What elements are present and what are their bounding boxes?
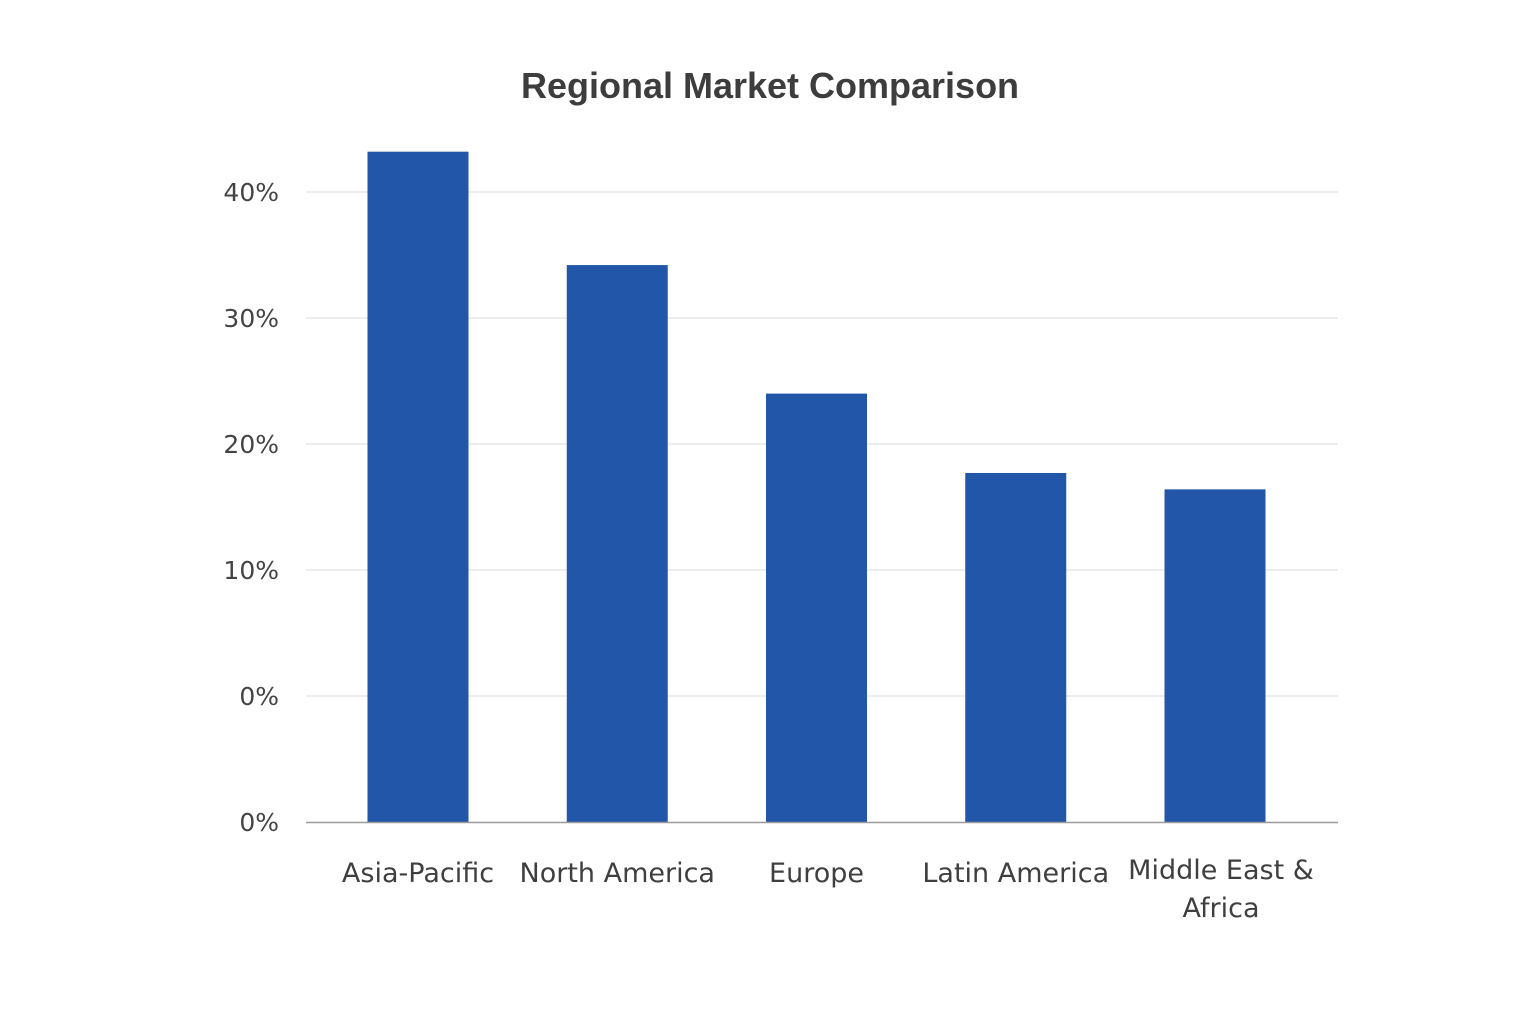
y-axis-ticks: 0% 0% 10% 20% 30% 40% [223, 178, 279, 837]
x-tick-label: Middle East & Africa [1128, 855, 1314, 924]
bar-asia-pacific [367, 151, 469, 822]
y-tick-label: 0% [239, 808, 279, 837]
y-tick-label: 20% [223, 430, 279, 459]
chart-title: Regional Market Comparison [521, 65, 1019, 106]
x-tick-label: Europe [769, 858, 864, 889]
bar-europe [766, 393, 867, 822]
x-tick-label: Latin America [922, 858, 1109, 889]
bar-latin-america [965, 472, 1067, 822]
x-axis-labels: Asia-Pacific North America Europe Latin Ame… [342, 855, 1314, 924]
bar-middle-east-africa [1164, 489, 1266, 822]
y-tick-label: 30% [223, 304, 279, 333]
x-tick-label: North America [520, 858, 715, 889]
x-tick-label: Asia-Pacific [342, 858, 494, 889]
y-tick-label: 10% [223, 556, 279, 585]
bar-north-america [566, 265, 668, 823]
bars [367, 151, 1266, 823]
y-tick-label: 0% [239, 682, 279, 711]
y-tick-label: 40% [223, 178, 279, 207]
